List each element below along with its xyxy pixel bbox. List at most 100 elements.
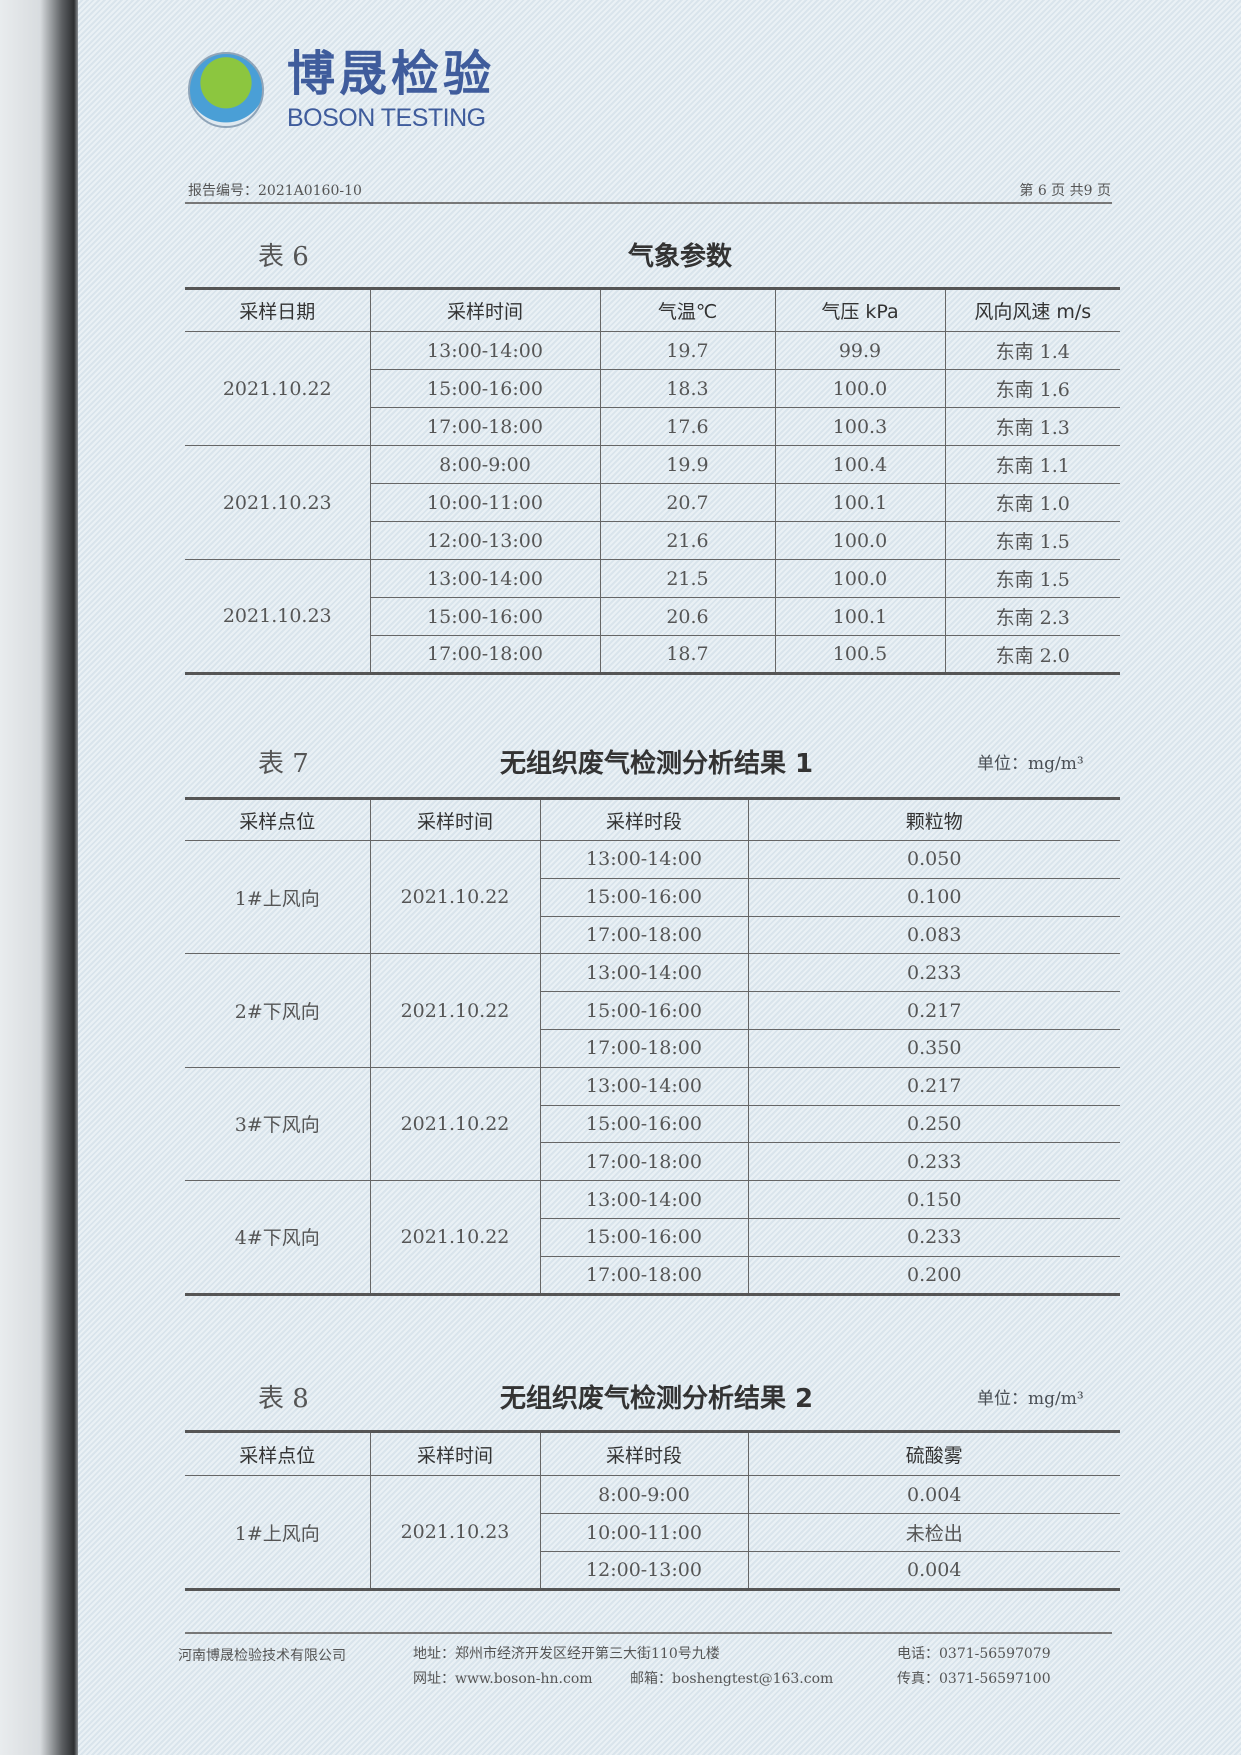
group-key-cell: 2021.10.22 — [185, 331, 371, 446]
data-cell: 13:00-14:00 — [539, 1066, 749, 1106]
table-row: 12:00-13:00 21.6 100.0 东南 1.5 — [185, 521, 1120, 560]
data-cell: 0.100 — [747, 877, 1120, 917]
data-cell: 100.0 — [774, 521, 946, 560]
column-header: 采样时段 — [539, 798, 749, 841]
data-cell: 东南 1.3 — [944, 407, 1120, 446]
logo-chinese: 博晟检验 — [287, 46, 496, 102]
data-cell: 0.004 — [747, 1475, 1120, 1514]
data-cell: 15:00-16:00 — [540, 1217, 749, 1257]
column-header: 气压 kPa — [774, 288, 946, 332]
data-cell: 17:00-18:00 — [370, 635, 601, 674]
table-row: 2021.10.23 8:00-9:00 19.9 100.4 东南 1.1 — [185, 445, 1120, 560]
data-cell: 0.233 — [747, 953, 1120, 993]
column-header: 气温℃ — [599, 288, 776, 332]
data-cell: 东南 2.3 — [944, 597, 1120, 636]
data-cell: 东南 2.0 — [944, 635, 1120, 674]
data-cell: 100.1 — [774, 597, 946, 636]
data-cell: 100.0 — [774, 559, 946, 598]
table8-title: 无组织废气检测分析结果 2 — [500, 1384, 814, 1414]
data-cell: 东南 1.0 — [944, 483, 1120, 522]
table-row: 17:00-18:00 0.083 — [185, 915, 1120, 955]
data-cell: 18.7 — [599, 635, 776, 674]
table-row: 4#下风向 2021.10.22 13:00-14:00 0.150 — [185, 1180, 1120, 1295]
data-cell: 17.6 — [599, 407, 776, 446]
table6: 采样日期 采样时间 气温℃ 气压 kPa 风向风速 m/s 2021.10.22 13:00… — [185, 287, 1120, 675]
data-cell: 17:00-18:00 — [540, 915, 749, 955]
table6-label: 表 6 — [258, 242, 309, 272]
data-cell: 东南 1.6 — [944, 369, 1120, 408]
data-cell: 8:00-9:00 — [539, 1475, 749, 1514]
footer-company: 河南博晟检验技术有限公司 — [178, 1648, 346, 1664]
group-key-cell: 1#上风向 — [185, 839, 371, 955]
data-cell: 100.5 — [774, 635, 946, 674]
data-cell: 0.217 — [747, 1066, 1120, 1106]
table8: 采样点位 采样时间 采样时段 硫酸雾 1#上风向 2021.10.23 8:00-9:00 0… — [185, 1430, 1120, 1591]
table8-label: 表 8 — [258, 1384, 309, 1414]
data-cell: 17:00-18:00 — [540, 1142, 749, 1182]
footer-address: 地址：郑州市经济开发区经开第三大街110号九楼 — [413, 1646, 720, 1662]
data-cell: 0.200 — [747, 1255, 1120, 1295]
table7-title: 无组织废气检测分析结果 1 — [500, 749, 814, 779]
data-cell: 13:00-14:00 — [539, 1180, 749, 1219]
data-cell: 15:00-16:00 — [540, 1104, 749, 1144]
table-row: 17:00-18:00 18.7 100.5 东南 2.0 — [185, 635, 1120, 674]
data-cell: 东南 1.5 — [944, 559, 1120, 598]
data-cell: 0.217 — [747, 991, 1120, 1030]
group-key-cell: 1#上风向 — [185, 1475, 371, 1590]
data-cell: 13:00-14:00 — [539, 953, 749, 993]
table-row: 2021.10.22 13:00-14:00 19.7 99.9 东南 1.4 — [185, 331, 1120, 446]
column-header: 颗粒物 — [747, 798, 1120, 841]
table-row: 17:00-18:00 0.200 — [185, 1255, 1120, 1295]
table-row: 15:00-16:00 0.250 — [185, 1104, 1120, 1144]
table-row: 1#上风向 2021.10.23 8:00-9:00 0.004 — [185, 1475, 1120, 1590]
data-cell: 0.233 — [747, 1217, 1120, 1257]
header-row: 采样点位 采样时间 采样时段 硫酸雾 — [185, 1431, 1120, 1476]
table-row: 2021.10.23 13:00-14:00 21.5 100.0 东南 1.5 — [185, 559, 1120, 674]
table6-title: 气象参数 — [628, 242, 733, 272]
data-cell: 未检出 — [747, 1513, 1120, 1552]
data-cell: 15:00-16:00 — [370, 597, 601, 636]
column-header: 硫酸雾 — [747, 1431, 1120, 1476]
data-cell: 0.150 — [747, 1180, 1120, 1219]
header-rule — [185, 202, 1112, 204]
footer-email: 邮箱：boshengtest@163.com — [630, 1671, 834, 1687]
data-cell: 100.3 — [774, 407, 946, 446]
data-cell: 99.9 — [774, 331, 946, 370]
data-cell: 15:00-16:00 — [540, 877, 749, 917]
column-header: 采样时间 — [369, 288, 601, 332]
table8-unit: 单位：mg/m³ — [977, 1389, 1084, 1409]
data-cell: 13:00-14:00 — [369, 331, 601, 370]
footer-phone: 电话：0371-56597079 — [897, 1646, 1051, 1662]
data-cell: 12:00-13:00 — [370, 521, 601, 560]
table-row: 2#下风向 2021.10.22 13:00-14:00 0.233 — [185, 953, 1120, 1068]
table7: 采样点位 采样时间 采样时段 颗粒物 1#上风向 2021.10.22 13:00-14:0… — [185, 797, 1120, 1296]
data-cell: 10:00-11:00 — [370, 483, 601, 522]
logo-english: BOSON TESTING — [287, 104, 486, 132]
table7-label: 表 7 — [258, 749, 309, 779]
column-header: 风向风速 m/s — [944, 288, 1120, 332]
table-row: 15:00-16:00 0.233 — [185, 1217, 1120, 1257]
data-cell: 21.6 — [599, 521, 776, 560]
header-row: 采样点位 采样时间 采样时段 颗粒物 — [185, 798, 1120, 841]
group-key-cell: 2021.10.23 — [185, 559, 371, 674]
data-cell: 0.004 — [747, 1551, 1120, 1590]
report-number: 报告编号：2021A0160-10 — [188, 183, 362, 199]
page-number: 第 6 页 共9 页 — [1019, 183, 1111, 199]
data-cell: 17:00-18:00 — [540, 1028, 749, 1068]
data-cell: 17:00-18:00 — [540, 1255, 749, 1295]
group-key-cell: 2021.10.23 — [185, 445, 371, 560]
data-cell: 东南 1.1 — [944, 445, 1120, 484]
binding-edge — [0, 0, 78, 1755]
data-cell: 100.4 — [774, 445, 946, 484]
data-cell: 20.7 — [599, 483, 776, 522]
data-cell: 0.233 — [747, 1142, 1120, 1182]
data-cell: 19.9 — [599, 445, 776, 484]
data-cell: 0.350 — [747, 1028, 1120, 1068]
table-row: 15:00-16:00 0.100 — [185, 877, 1120, 917]
date-cell: 2021.10.22 — [369, 839, 541, 955]
table-row: 15:00-16:00 20.6 100.1 东南 2.3 — [185, 597, 1120, 636]
group-key-cell: 2#下风向 — [185, 953, 371, 1068]
table-row: 10:00-11:00 未检出 — [185, 1513, 1120, 1552]
data-cell: 15:00-16:00 — [540, 991, 749, 1030]
data-cell: 100.0 — [774, 369, 946, 408]
